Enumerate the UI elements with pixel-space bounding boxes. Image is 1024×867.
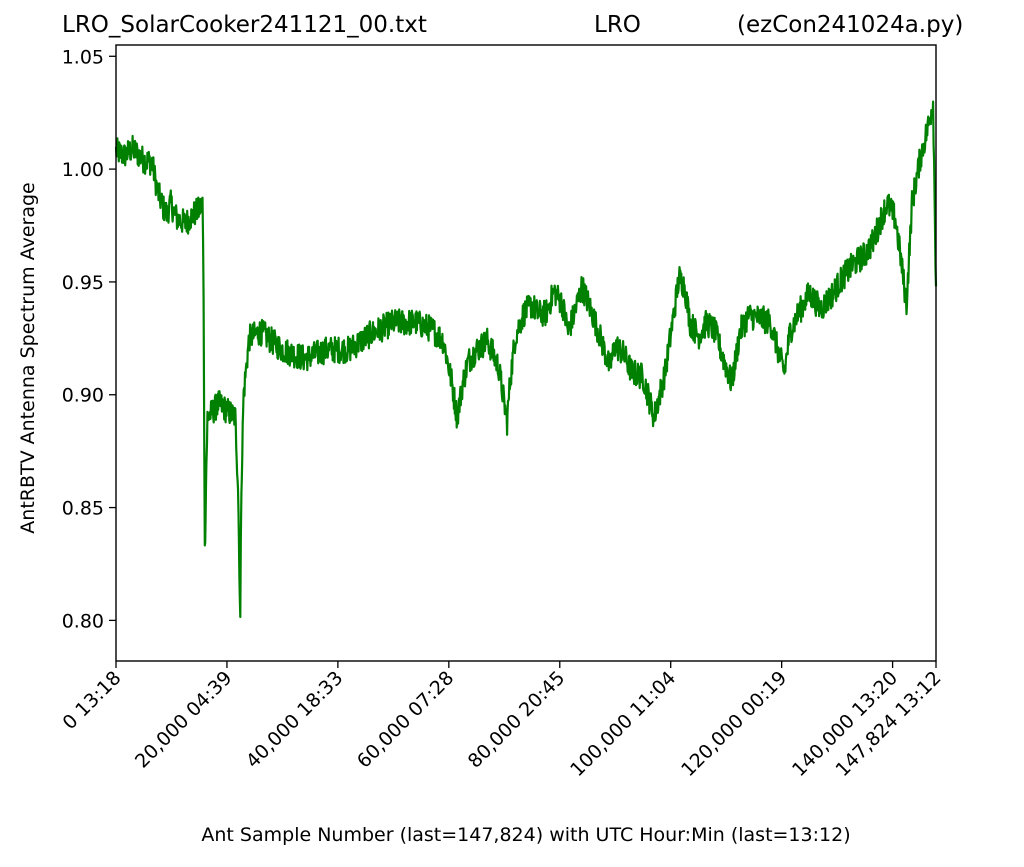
x-tick-label: 120,000 00:19 (677, 667, 791, 781)
x-tick-label: 40,000 18:33 (242, 667, 348, 773)
y-tick-label: 0.80 (62, 610, 104, 632)
chart-title-center: LRO (594, 12, 641, 38)
axes: 0.80 0.85 0.90 0.95 1.00 1.05 0 13:18 20,000 04… (58, 44, 946, 781)
x-tick-label: 60,000 07:28 (353, 667, 459, 773)
plot-area (114, 100, 938, 619)
y-tick-label: 0.90 (62, 385, 104, 407)
y-axis-label: AntRBTV Antenna Spectrum Average (17, 182, 39, 534)
y-tick-label: 1.00 (62, 159, 104, 181)
y-tick-label: 0.85 (62, 498, 104, 520)
plot-frame (115, 44, 937, 662)
x-tick-label: 0 13:18 (58, 667, 125, 734)
chart-title-left: LRO_SolarCooker241121_00.txt (62, 12, 427, 38)
x-tick-label: 80,000 20:45 (464, 667, 570, 773)
x-tick-label: 20,000 04:39 (131, 667, 237, 773)
y-tick-label: 0.95 (62, 272, 104, 294)
chart-title-right: (ezCon241024a.py) (737, 12, 964, 38)
series-line (114, 100, 938, 619)
x-axis-label: Ant Sample Number (last=147,824) with UT… (201, 824, 851, 846)
y-tick-label: 1.05 (62, 46, 104, 68)
x-tick-label: 100,000 11:04 (566, 667, 680, 781)
